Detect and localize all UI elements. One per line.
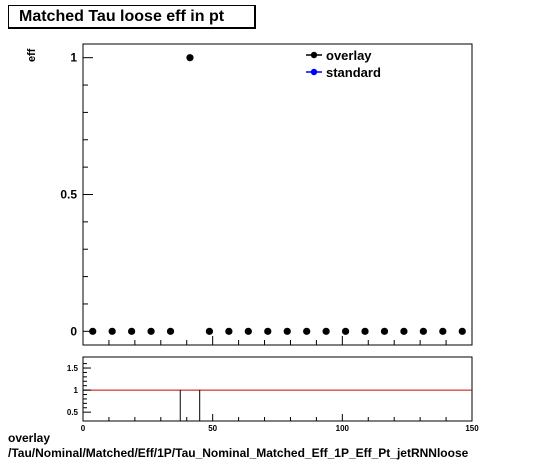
overlay-point: [108, 327, 116, 335]
overlay-point: [128, 327, 136, 335]
y-tick-label: 1: [70, 51, 77, 65]
overlay-point: [303, 327, 311, 335]
ratio-y-tick-label: 1.5: [67, 364, 79, 373]
ratio-plot-panel: 0.5 1 1.5 0 50 100 150: [67, 356, 479, 433]
overlay-point: [283, 327, 291, 335]
chart-title-box: Matched Tau loose eff in pt: [8, 5, 256, 29]
ratio-x-tick-label: 50: [208, 424, 217, 433]
ratio-x-tick-label: 0: [81, 424, 86, 433]
ratio-y-tick-label: 0.5: [67, 408, 79, 417]
overlay-point: [205, 327, 214, 335]
overlay-point: [166, 327, 175, 335]
overlay-point: [419, 327, 427, 335]
overlay-point: [439, 327, 447, 335]
legend-marker-overlay: [310, 51, 318, 59]
main-plot-frame: [82, 43, 473, 346]
main-plot-panel: 0 0.5 1 overlay standard: [60, 43, 473, 346]
ratio-x-tick-label: 100: [336, 424, 350, 433]
chart-title: Matched Tau loose eff in pt: [19, 8, 225, 25]
legend-label-standard: standard: [326, 65, 381, 80]
overlay-point: [186, 54, 194, 62]
overlay-point: [380, 327, 389, 335]
overlay-point: [89, 327, 97, 335]
overlay-point: [361, 327, 369, 335]
ratio-plot-frame: [82, 356, 473, 422]
overlay-point: [225, 327, 233, 335]
legend-marker-standard: [310, 68, 318, 76]
overlay-point: [264, 327, 272, 335]
y-tick-label: 0: [70, 324, 77, 338]
y-axis-label: eff: [26, 48, 38, 62]
footer-path: /Tau/Nominal/Matched/Eff/1P/Tau_Nominal_…: [8, 446, 469, 460]
overlay-point: [244, 327, 252, 335]
y-tick-label: 0.5: [60, 188, 77, 202]
overlay-point: [400, 327, 408, 335]
overlay-point: [458, 327, 466, 335]
overlay-point: [341, 327, 350, 335]
overlay-point: [322, 327, 330, 335]
ratio-y-tick-label: 1: [74, 386, 79, 395]
footer-label-overlay: overlay: [8, 431, 51, 445]
overlay-point: [147, 327, 155, 335]
ratio-x-tick-label: 150: [465, 424, 479, 433]
legend-label-overlay: overlay: [326, 48, 372, 63]
